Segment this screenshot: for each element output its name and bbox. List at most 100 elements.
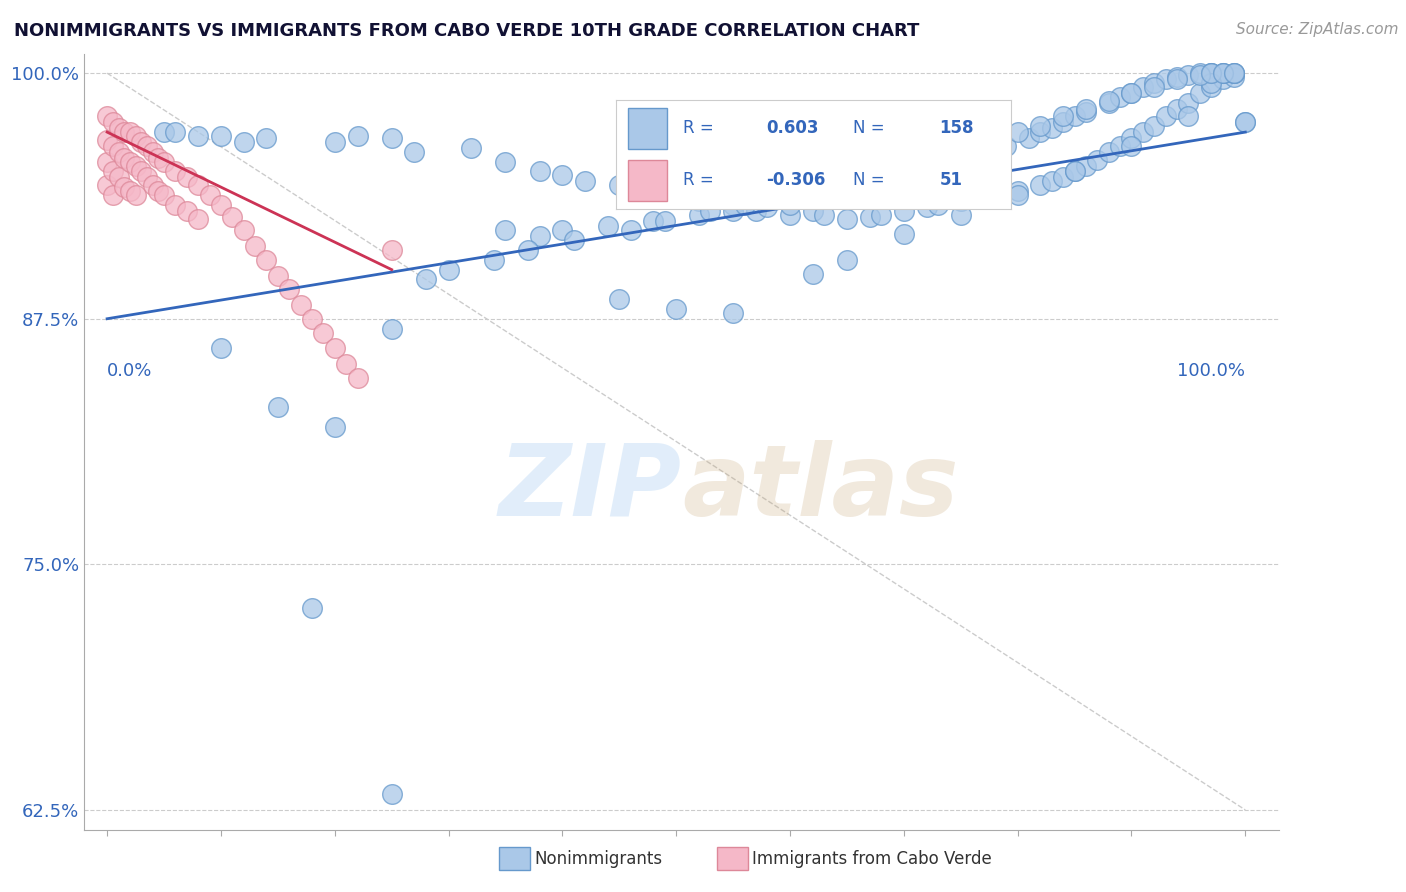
Point <box>1199 76 1222 90</box>
Point <box>960 149 983 163</box>
Point <box>381 787 404 801</box>
Point <box>665 301 688 316</box>
Point <box>984 135 1007 149</box>
Point <box>1040 121 1063 136</box>
Point <box>745 203 768 218</box>
Point <box>813 180 835 194</box>
Point <box>1063 164 1085 178</box>
Point <box>1212 66 1234 80</box>
Point <box>1223 70 1246 84</box>
Point <box>301 311 323 326</box>
Point <box>688 208 710 222</box>
Point <box>562 233 585 247</box>
Point <box>1199 66 1222 80</box>
Point <box>495 223 517 237</box>
Point <box>1018 131 1040 145</box>
Point <box>1212 66 1234 80</box>
Text: 100.0%: 100.0% <box>1177 362 1246 380</box>
Point <box>904 159 927 173</box>
Point <box>688 194 710 208</box>
Point <box>721 198 744 212</box>
Point <box>124 159 146 173</box>
Point <box>1098 145 1121 159</box>
Point <box>142 178 165 193</box>
Point <box>165 198 187 212</box>
Point <box>381 243 404 257</box>
Point <box>323 341 346 355</box>
Point <box>643 213 665 227</box>
Point <box>870 208 893 222</box>
Point <box>112 151 135 165</box>
Point <box>835 252 858 267</box>
Point <box>209 341 232 355</box>
Point <box>323 419 346 434</box>
Point <box>381 131 404 145</box>
Point <box>835 211 858 226</box>
Point <box>949 208 972 222</box>
Text: NONIMMIGRANTS VS IMMIGRANTS FROM CABO VERDE 10TH GRADE CORRELATION CHART: NONIMMIGRANTS VS IMMIGRANTS FROM CABO VE… <box>14 22 920 40</box>
Point <box>1177 68 1199 82</box>
Point <box>915 200 938 214</box>
Point <box>107 121 129 136</box>
Point <box>1098 94 1121 108</box>
Point <box>153 188 176 202</box>
Point <box>1121 86 1143 100</box>
Point <box>835 188 858 202</box>
Point <box>551 223 574 237</box>
Point <box>813 208 835 222</box>
Point <box>1132 125 1154 139</box>
Point <box>148 184 170 198</box>
Point <box>984 188 1007 202</box>
Point <box>290 298 312 312</box>
Point <box>1199 79 1222 94</box>
Point <box>734 198 756 212</box>
Point <box>198 188 221 202</box>
Point <box>101 115 124 129</box>
Point <box>96 178 118 193</box>
Point <box>574 174 596 188</box>
Point <box>142 145 165 159</box>
Point <box>209 129 232 144</box>
Text: Source: ZipAtlas.com: Source: ZipAtlas.com <box>1236 22 1399 37</box>
Point <box>1154 109 1177 123</box>
Point <box>381 321 404 335</box>
Point <box>112 125 135 139</box>
Point <box>1143 119 1166 133</box>
Point <box>915 169 938 183</box>
Point <box>813 192 835 206</box>
Point <box>312 326 335 340</box>
Point <box>927 198 949 212</box>
Point <box>1029 178 1052 193</box>
Point <box>243 239 266 253</box>
Point <box>1223 66 1246 80</box>
Point <box>1052 115 1074 129</box>
Point <box>1063 109 1085 123</box>
Point <box>721 203 744 218</box>
Point <box>699 203 721 218</box>
Point <box>107 170 129 185</box>
Point <box>1234 115 1257 129</box>
Point <box>187 129 209 144</box>
Point <box>1234 115 1257 129</box>
Point <box>1052 109 1074 123</box>
Point <box>112 180 135 194</box>
Point <box>1121 139 1143 153</box>
Point <box>187 211 209 226</box>
Point <box>1223 66 1246 80</box>
Point <box>267 400 290 414</box>
Point <box>1109 139 1132 153</box>
Point <box>1143 76 1166 90</box>
Point <box>1098 95 1121 110</box>
Point <box>1007 184 1029 198</box>
Point <box>187 178 209 193</box>
Point <box>101 188 124 202</box>
Text: ZIP: ZIP <box>499 440 682 537</box>
Point <box>101 164 124 178</box>
Point <box>278 282 301 296</box>
Point <box>1007 125 1029 139</box>
Point <box>256 131 278 145</box>
Point <box>801 203 824 218</box>
Point <box>1063 164 1085 178</box>
Point <box>482 252 505 267</box>
Point <box>136 139 159 153</box>
